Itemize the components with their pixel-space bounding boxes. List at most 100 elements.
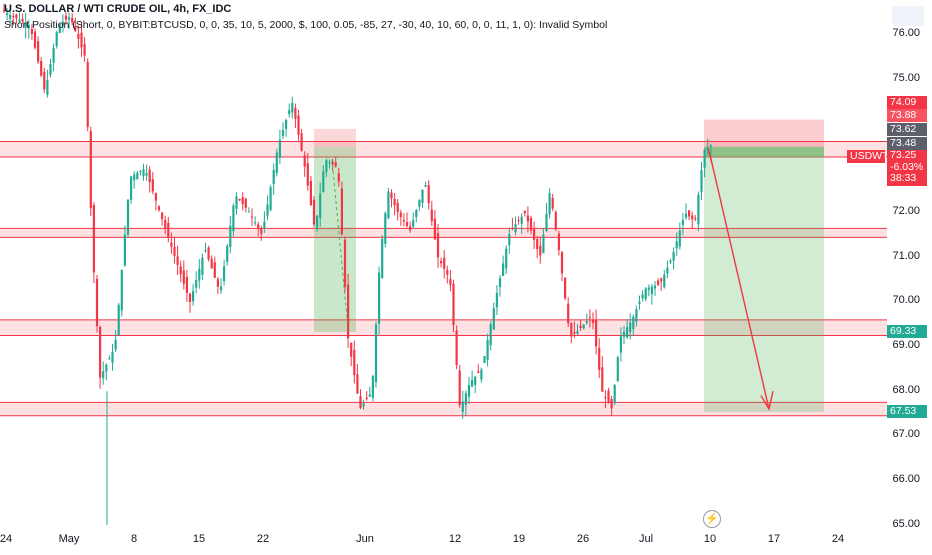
candle-body: [619, 336, 622, 353]
candle-body: [291, 102, 294, 113]
candle-body: [350, 342, 353, 357]
symbol-title[interactable]: U.S. DOLLAR / WTI CRUDE OIL, 4h, FX_IDC: [4, 3, 232, 15]
position-profit-zone: [704, 146, 824, 413]
candle-body: [626, 327, 629, 338]
candle-body: [142, 169, 145, 177]
candle-body: [492, 308, 495, 330]
past-position-profit: [314, 146, 356, 332]
candle-body: [92, 205, 95, 273]
candle-body: [179, 266, 182, 275]
candle-body: [688, 210, 691, 217]
symbol-tag: USDWTI: [847, 150, 891, 163]
candle-body: [288, 110, 291, 114]
candle-body: [210, 258, 213, 269]
candle-body: [576, 330, 579, 334]
candle-body: [219, 286, 223, 291]
price-axis-label: 65.00: [892, 518, 920, 530]
candle-body: [226, 245, 229, 262]
sr-zone: [0, 319, 887, 336]
candle-body: [247, 211, 250, 213]
candle-body: [257, 224, 260, 229]
candle-body: [669, 260, 672, 263]
candle-body: [145, 172, 148, 176]
level-price-tag: 69.33: [887, 325, 927, 338]
price-axis-label: 75.00: [892, 72, 920, 84]
candle-body: [136, 172, 139, 180]
candle-body: [99, 326, 102, 378]
candle-body: [83, 44, 86, 56]
candle-body: [650, 286, 653, 295]
candle-body: [526, 215, 529, 222]
candle-body: [629, 322, 632, 333]
candle-body: [278, 139, 281, 158]
candle-body: [461, 401, 464, 412]
study-legend[interactable]: Short Position (Short, 0, BYBIT:BTCUSD, …: [4, 19, 608, 31]
candle-body: [477, 371, 480, 374]
candle-body: [672, 251, 675, 261]
target-price-tag: 67.53: [887, 405, 927, 418]
candle-body: [198, 268, 201, 281]
candle-body: [316, 215, 319, 228]
candle-body: [71, 17, 74, 23]
collapse-icon[interactable]: [892, 6, 924, 26]
candle-body: [616, 357, 619, 381]
sr-zone: [0, 141, 887, 158]
time-axis-label: 24: [831, 533, 845, 545]
candle-body: [108, 358, 111, 360]
candle-body: [95, 278, 99, 326]
candle-body: [647, 287, 650, 290]
candle-body: [319, 193, 322, 218]
candle-body: [694, 218, 697, 220]
time-axis-label: 15: [192, 533, 206, 545]
time-axis-label: Jun: [356, 533, 374, 545]
candle-body: [368, 394, 371, 397]
candle-body: [533, 227, 536, 240]
candle-body: [480, 369, 483, 380]
price-axis-label: 69.00: [892, 339, 920, 351]
candle-body: [123, 234, 126, 266]
candle-body: [117, 304, 120, 336]
time-axis-label: 19: [512, 533, 526, 545]
candle-body: [151, 179, 154, 192]
candle-body: [409, 226, 412, 231]
candle-body: [157, 206, 161, 210]
candle-body: [281, 129, 285, 136]
candle-body: [238, 199, 241, 201]
entry-price-tag: 73.62: [887, 123, 927, 136]
sr-zone: [0, 228, 887, 238]
current-price: 73.25: [890, 149, 917, 161]
candle-body: [77, 33, 80, 40]
price-axis-label: 76.00: [892, 27, 920, 39]
candle-body: [567, 303, 570, 324]
time-axis-label: 10: [703, 533, 717, 545]
candle-body: [164, 219, 167, 229]
candle-body: [443, 257, 446, 269]
candle-body: [436, 233, 440, 258]
candle-body: [263, 221, 266, 229]
candle-body: [542, 234, 545, 253]
candle-body: [21, 19, 24, 22]
lightning-icon[interactable]: ⚡: [703, 510, 721, 528]
candle-body: [12, 16, 15, 18]
position-filled: [704, 146, 824, 158]
candle-body: [653, 285, 657, 289]
candle-body: [6, 13, 9, 15]
candle-body: [250, 216, 254, 218]
arrow-head: [760, 391, 774, 411]
candle-body: [536, 239, 539, 250]
candle-body: [421, 189, 424, 203]
candle-body: [9, 14, 12, 19]
candle-body: [52, 48, 55, 63]
candle-body: [86, 61, 89, 128]
candle-body: [24, 23, 27, 28]
candle-body: [657, 280, 660, 285]
candle-body: [120, 269, 123, 311]
candle-body: [216, 279, 219, 287]
candle-body: [303, 155, 306, 167]
candle-body: [427, 185, 430, 204]
candle-body: [105, 364, 108, 372]
candle-body: [622, 331, 626, 337]
candle-body: [182, 270, 185, 284]
